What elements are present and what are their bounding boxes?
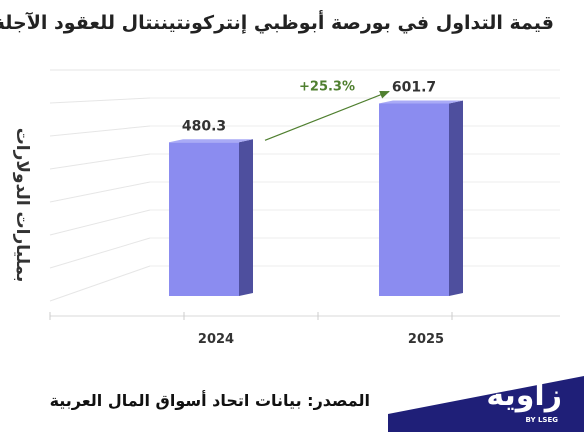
bar bbox=[169, 142, 239, 296]
grid-line-diagonal bbox=[49, 181, 151, 203]
bar-side bbox=[239, 139, 253, 296]
grid-line-diagonal bbox=[49, 237, 151, 269]
logo-subtitle: BY LSEG bbox=[525, 416, 559, 424]
bar bbox=[379, 103, 449, 297]
grid-line-diagonal bbox=[49, 125, 151, 137]
growth-arrow bbox=[264, 90, 390, 141]
grid-line-diagonal bbox=[49, 265, 151, 302]
bars bbox=[169, 100, 463, 297]
labels: 480.3 2024 601.7 2025 +25.3% bbox=[182, 79, 444, 347]
x-tick-label: 2024 bbox=[198, 332, 234, 347]
grid-line-diagonal bbox=[49, 209, 151, 236]
bar-side bbox=[449, 100, 463, 297]
bar-chart: 480.3 2024 601.7 2025 +25.3% bbox=[49, 69, 560, 347]
grid-line-diagonal bbox=[49, 97, 151, 104]
chart-title: قيمة التداول في بورصة أبوظبي إنتركونتينن… bbox=[0, 12, 554, 34]
growth-label: +25.3% bbox=[299, 79, 355, 94]
source-note: المصدر: بيانات اتحاد أسواق المال العربية bbox=[49, 391, 370, 410]
logo-wordmark: زاوية bbox=[486, 378, 562, 413]
grid-line-diagonal bbox=[49, 153, 151, 170]
bar-top bbox=[169, 139, 253, 143]
bar-top bbox=[379, 100, 463, 104]
data-label: 480.3 bbox=[182, 118, 226, 134]
zawya-logo: زاوية BY LSEG bbox=[388, 376, 584, 432]
data-label: 601.7 bbox=[392, 79, 436, 95]
grid-lines bbox=[49, 69, 560, 320]
x-tick-label: 2025 bbox=[408, 332, 444, 347]
